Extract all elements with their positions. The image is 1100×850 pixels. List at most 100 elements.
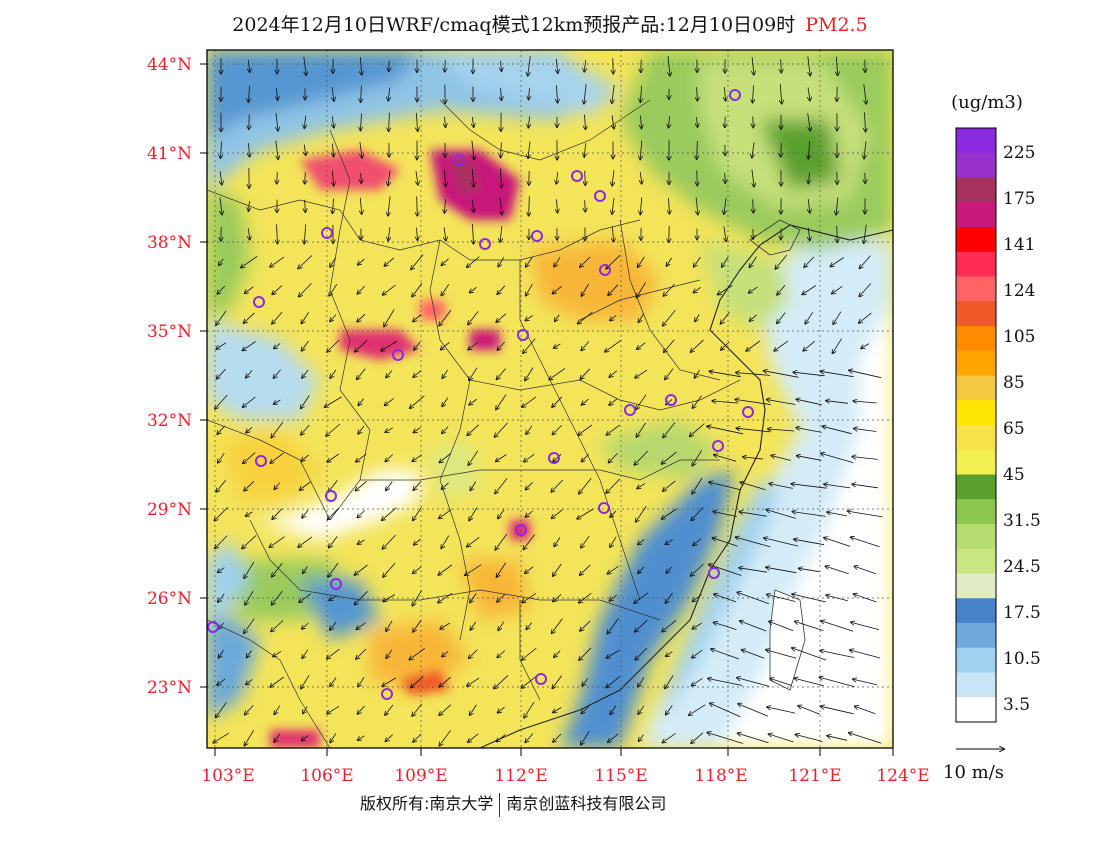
wind-arrow (708, 679, 743, 686)
wind-arrow (525, 367, 534, 381)
wind-arrow (712, 401, 738, 403)
pm25-field (207, 50, 893, 748)
wind-arrow (304, 115, 305, 129)
wind-arrow (218, 567, 225, 573)
wind-arrow (739, 568, 768, 573)
wind-arrow (413, 507, 422, 521)
wind-arrow (244, 730, 254, 745)
wind-arrow (581, 341, 590, 351)
wind-arrow (442, 369, 449, 378)
wind-arrow (666, 651, 673, 657)
wind-arrow (638, 313, 644, 323)
wind-arrow (807, 113, 811, 130)
wind-arrow (638, 705, 645, 714)
wind-arrow (384, 309, 395, 327)
wind-arrow (557, 199, 558, 212)
wind-arrow (714, 455, 737, 462)
wind-arrow (832, 285, 843, 293)
wind-arrow (610, 536, 617, 547)
wind-arrow (439, 676, 451, 687)
city-marker (598, 502, 610, 514)
wind-arrow (821, 706, 854, 715)
wind-arrow (582, 454, 589, 461)
wind-arrow (498, 706, 505, 713)
wind-arrow (724, 226, 726, 242)
wind-arrow (439, 729, 452, 746)
wind-arrow (248, 85, 249, 102)
wind-arrow (217, 678, 226, 685)
wind-arrow (242, 535, 257, 549)
wind-arrow (357, 285, 365, 294)
wind-arrow (737, 592, 770, 605)
wind-arrow (273, 650, 282, 656)
wind-arrow (301, 424, 310, 435)
wind-arrow (469, 398, 478, 405)
colorbar-segment (956, 177, 996, 203)
wind-arrow (582, 398, 589, 405)
wind-arrow (851, 537, 880, 548)
wind-arrow (357, 368, 366, 380)
wind-arrow (382, 534, 396, 549)
wind-arrow (276, 87, 277, 100)
wind-arrow (750, 314, 757, 321)
wind-arrow (298, 536, 313, 547)
wind-arrow (388, 87, 390, 100)
wind-arrow (526, 256, 533, 267)
wind-arrow (578, 424, 593, 435)
wind-arrow (523, 534, 536, 550)
wind-arrow (246, 511, 253, 516)
wind-arrow (777, 284, 786, 295)
wind-arrow (329, 595, 338, 601)
footer-copyright: 版权所有:南京大学 南京创蓝科技有限公司 (360, 790, 666, 817)
wind-arrow (767, 595, 796, 602)
wind-arrow (709, 565, 742, 576)
wind-arrow (441, 284, 450, 295)
colorbar-segment (956, 449, 996, 475)
wind-arrow (691, 339, 704, 352)
colorbar-segment (956, 573, 996, 599)
wind-vectors (213, 56, 883, 746)
lat-label-26: 26°N (147, 589, 192, 609)
wind-arrow (467, 677, 480, 686)
wind-arrow (581, 535, 590, 548)
wind-arrow (305, 172, 306, 184)
wind-arrow (498, 621, 505, 631)
lat-label-23: 23°N (147, 678, 192, 698)
wind-arrow (327, 648, 340, 659)
wind-arrow (692, 677, 703, 685)
wind-arrow (796, 428, 822, 433)
wind-arrow (216, 342, 227, 349)
wind-arrow (217, 425, 226, 434)
wind-arrow (272, 311, 283, 324)
wind-arrow (696, 197, 698, 215)
wind-arrow (381, 340, 398, 351)
wind-arrow (500, 225, 502, 242)
wind-arrow (799, 568, 820, 573)
wind-arrow (248, 59, 249, 72)
wind-arrow (441, 258, 449, 266)
wind-arrow (245, 590, 254, 605)
lat-label-41: 41°N (147, 144, 192, 164)
wind-arrow (497, 368, 506, 380)
wind-arrow (826, 401, 849, 404)
wind-arrow (665, 539, 673, 545)
wind-arrow (302, 622, 309, 629)
colorbar-label-45: 45 (1003, 465, 1025, 485)
wind-arrow (805, 311, 814, 324)
wind-arrow (612, 226, 613, 241)
wind-arrow (358, 425, 365, 434)
wind-arrow (767, 400, 796, 405)
wind-arrow (246, 427, 253, 432)
wind-arrow (662, 732, 676, 742)
wind-arrow (665, 368, 674, 380)
wind-arrow (612, 170, 614, 186)
wind-arrow (385, 734, 393, 742)
wind-arrow (244, 312, 255, 323)
wind-arrow (220, 197, 222, 214)
wind-arrow (610, 510, 617, 517)
wind-arrow (274, 705, 281, 715)
wind-arrow (496, 734, 506, 741)
wind-arrow (580, 256, 591, 267)
wind-arrow (413, 619, 422, 632)
